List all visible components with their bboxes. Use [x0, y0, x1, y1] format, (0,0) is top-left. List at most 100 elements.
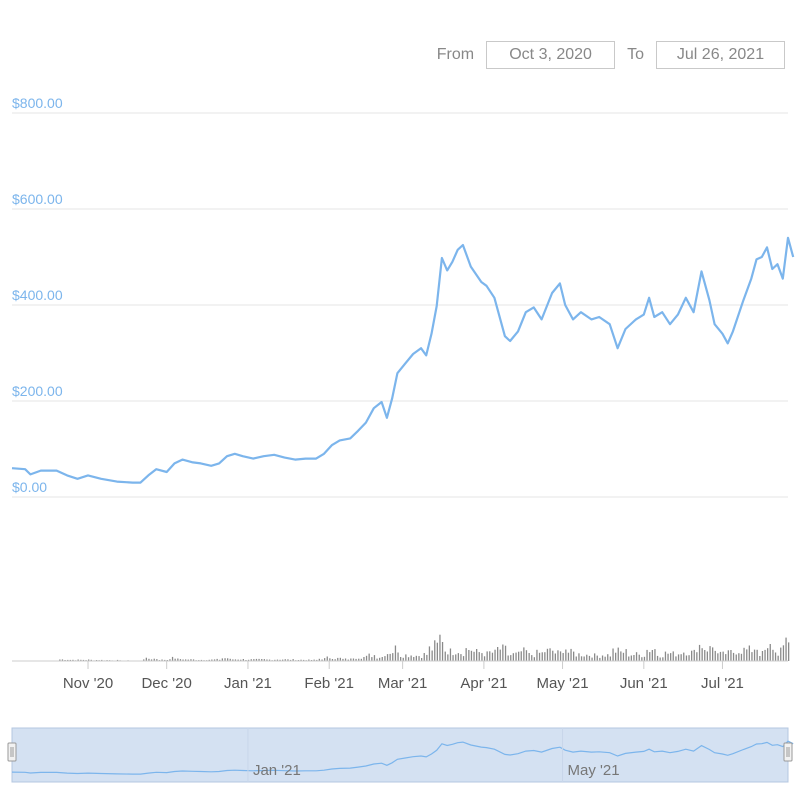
volume-bar — [597, 656, 598, 661]
volume-bar — [521, 651, 522, 661]
handle-grip[interactable] — [784, 743, 792, 761]
volume-bar — [374, 655, 375, 661]
volume-bar — [539, 653, 540, 661]
volume-bar — [463, 656, 464, 661]
volume-bar — [633, 655, 634, 661]
volume-bar — [688, 655, 689, 661]
volume-bar — [565, 650, 566, 662]
volume-bar — [696, 652, 697, 661]
volume-bar — [759, 656, 760, 661]
navigator-tick-label: Jan '21 — [253, 762, 301, 779]
volume-bar — [649, 652, 650, 661]
volume-bar — [531, 655, 532, 661]
volume-bar — [725, 654, 726, 661]
volume-bar — [552, 651, 553, 661]
volume-bar — [702, 648, 703, 661]
volume-bar — [709, 646, 710, 661]
volume-bar — [715, 651, 716, 661]
volume-bar — [536, 650, 537, 661]
volume-bar — [473, 652, 474, 661]
x-axis-labels: Nov '20 Dec '20 Jan '21 Feb '21 Mar '21 Apr '… — [63, 661, 744, 692]
volume-bar — [555, 654, 556, 662]
volume-bar — [418, 656, 419, 661]
volume-bar — [437, 643, 438, 661]
volume-bar — [770, 644, 771, 661]
volume-bar — [644, 657, 645, 661]
volume-bar — [738, 653, 739, 661]
volume-bar — [400, 657, 401, 661]
volume-bar — [594, 653, 595, 661]
volume-series — [59, 635, 789, 661]
volume-bar — [576, 657, 577, 662]
volume-bar — [743, 648, 744, 661]
volume-bar — [602, 656, 603, 662]
volume-bar — [570, 649, 571, 661]
volume-bar — [686, 656, 687, 662]
volume-bar — [434, 640, 435, 661]
volume-bar — [657, 656, 658, 661]
volume-bar — [397, 653, 398, 662]
volume-bar — [639, 655, 640, 661]
volume-bar — [547, 649, 548, 661]
volume-bar — [445, 652, 446, 661]
volume-bar — [757, 650, 758, 661]
volume-bar — [626, 649, 627, 661]
navigator-tick-label: May '21 — [568, 762, 620, 779]
x-tick-label: May '21 — [537, 675, 589, 692]
volume-bar — [584, 657, 585, 662]
volume-bar — [371, 657, 372, 661]
y-gridlines: $0.00 $200.00 $400.00 $600.00 $800.00 — [12, 95, 788, 497]
volume-bar — [542, 652, 543, 661]
handle-grip[interactable] — [8, 743, 16, 761]
volume-bar — [405, 654, 406, 661]
navigator-right-handle[interactable] — [784, 743, 792, 761]
volume-bar — [615, 653, 616, 661]
x-tick-label: Jan '21 — [224, 675, 272, 692]
volume-bar — [767, 648, 768, 661]
volume-bar — [476, 649, 477, 661]
volume-bar — [612, 649, 613, 662]
volume-bar — [607, 654, 608, 661]
volume-bar — [736, 655, 737, 662]
volume-bar — [681, 654, 682, 661]
volume-bar — [468, 650, 469, 661]
volume-bar — [683, 653, 684, 661]
x-tick-label: Jul '21 — [701, 675, 744, 692]
volume-bar — [573, 652, 574, 661]
volume-bar — [484, 656, 485, 661]
navigator-left-handle[interactable] — [8, 743, 16, 761]
y-tick-label: $600.00 — [12, 191, 63, 207]
volume-bar — [660, 658, 661, 662]
volume-bar — [395, 646, 396, 662]
volume-bar — [746, 649, 747, 661]
volume-bar — [384, 656, 385, 661]
y-tick-label: $0.00 — [12, 479, 47, 495]
volume-bar — [646, 650, 647, 661]
price-series-line[interactable] — [12, 238, 793, 483]
volume-bar — [568, 653, 569, 661]
volume-bar — [628, 657, 629, 662]
volume-bar — [523, 647, 524, 661]
volume-bar — [673, 651, 674, 661]
volume-bar — [479, 652, 480, 661]
volume-bar — [636, 652, 637, 661]
volume-bar — [481, 653, 482, 661]
volume-bar — [783, 645, 784, 661]
volume-bar — [460, 654, 461, 661]
volume-bar — [549, 648, 550, 661]
volume-bar — [450, 649, 451, 662]
volume-bar — [733, 653, 734, 661]
x-tick-label: Apr '21 — [460, 675, 507, 692]
volume-bar — [704, 650, 705, 661]
volume-bar — [466, 648, 467, 661]
volume-bar — [699, 645, 700, 661]
navigator[interactable]: Jan '21 May '21 — [8, 728, 793, 782]
volume-bar — [605, 657, 606, 661]
volume-bar — [749, 646, 750, 662]
volume-bar — [426, 655, 427, 661]
volume-bar — [560, 651, 561, 661]
volume-bar — [589, 656, 590, 661]
volume-bar — [413, 657, 414, 661]
volume-bar — [675, 656, 676, 661]
